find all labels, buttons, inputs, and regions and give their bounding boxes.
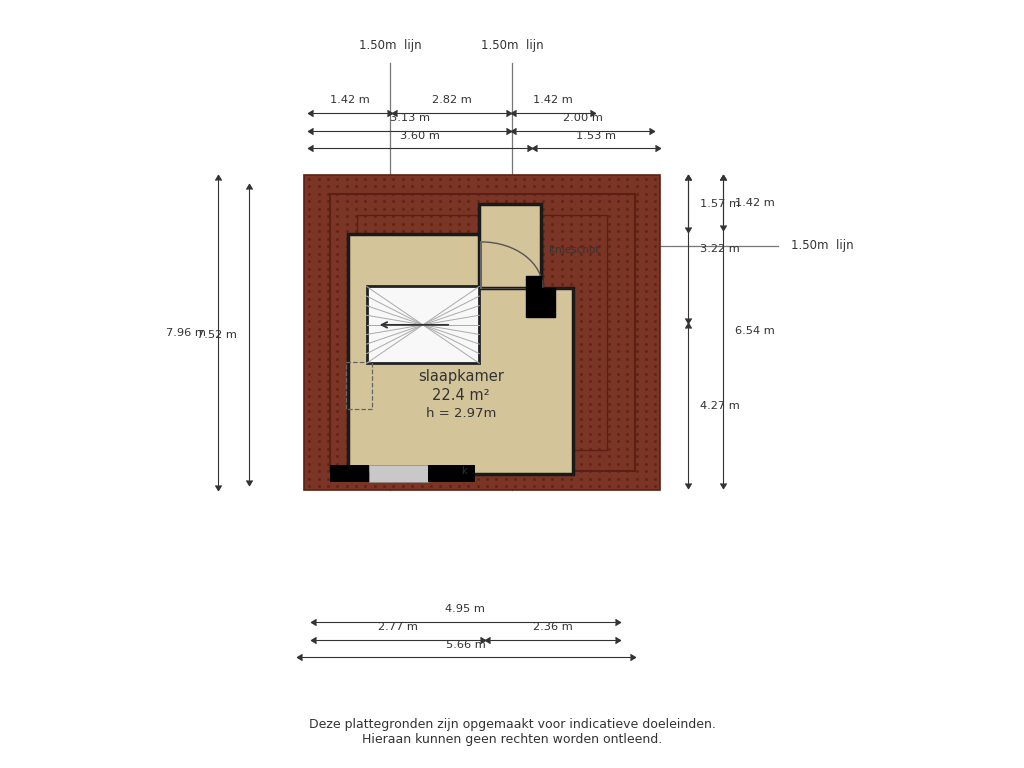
Text: 22.4 m²: 22.4 m² bbox=[432, 388, 489, 403]
Text: k: k bbox=[461, 465, 467, 476]
Text: 4.27 m: 4.27 m bbox=[700, 400, 740, 411]
Bar bbox=[304, 175, 660, 490]
Text: 1.50m  lijn: 1.50m lijn bbox=[791, 240, 853, 252]
Bar bbox=[526, 276, 541, 288]
Bar bbox=[436, 465, 475, 482]
Text: 1.50m  lijn: 1.50m lijn bbox=[480, 39, 544, 52]
Text: 3.60 m: 3.60 m bbox=[400, 131, 440, 141]
Text: 7.52 m: 7.52 m bbox=[197, 329, 237, 340]
Text: 7.96 m: 7.96 m bbox=[166, 327, 206, 338]
Text: 1.50m  lijn: 1.50m lijn bbox=[358, 39, 422, 52]
Text: 6.54 m: 6.54 m bbox=[735, 326, 775, 336]
Polygon shape bbox=[348, 234, 573, 474]
Bar bbox=[526, 288, 555, 317]
Bar bbox=[369, 465, 428, 482]
Text: slaapkamer: slaapkamer bbox=[418, 369, 504, 384]
Bar bbox=[330, 465, 369, 482]
Text: 5.66 m: 5.66 m bbox=[446, 640, 485, 650]
Text: 2.77 m: 2.77 m bbox=[379, 622, 418, 632]
Text: 1.42 m: 1.42 m bbox=[331, 95, 370, 105]
Text: 3.13 m: 3.13 m bbox=[389, 113, 430, 123]
Text: 1.42 m: 1.42 m bbox=[534, 95, 572, 105]
Text: 2.00 m: 2.00 m bbox=[563, 113, 602, 123]
Bar bbox=[346, 362, 372, 409]
Text: 2.82 m: 2.82 m bbox=[432, 95, 471, 105]
Text: 3.22 m: 3.22 m bbox=[700, 244, 740, 254]
Bar bbox=[367, 286, 479, 363]
Text: 4.95 m: 4.95 m bbox=[445, 604, 485, 614]
Bar bbox=[357, 215, 607, 450]
Text: knieschot: knieschot bbox=[549, 245, 599, 255]
Text: h = 2.97m: h = 2.97m bbox=[426, 407, 496, 419]
Text: Deze plattegronden zijn opgemaakt voor indicatieve doeleinden.
Hieraan kunnen ge: Deze plattegronden zijn opgemaakt voor i… bbox=[308, 718, 716, 746]
Bar bbox=[428, 465, 436, 482]
Text: 1.53 m: 1.53 m bbox=[577, 131, 616, 141]
Bar bbox=[479, 204, 541, 288]
Text: 1.57 m: 1.57 m bbox=[700, 198, 740, 209]
Bar bbox=[330, 194, 635, 471]
Text: 1.42 m: 1.42 m bbox=[735, 197, 775, 208]
Text: 2.36 m: 2.36 m bbox=[532, 622, 572, 632]
